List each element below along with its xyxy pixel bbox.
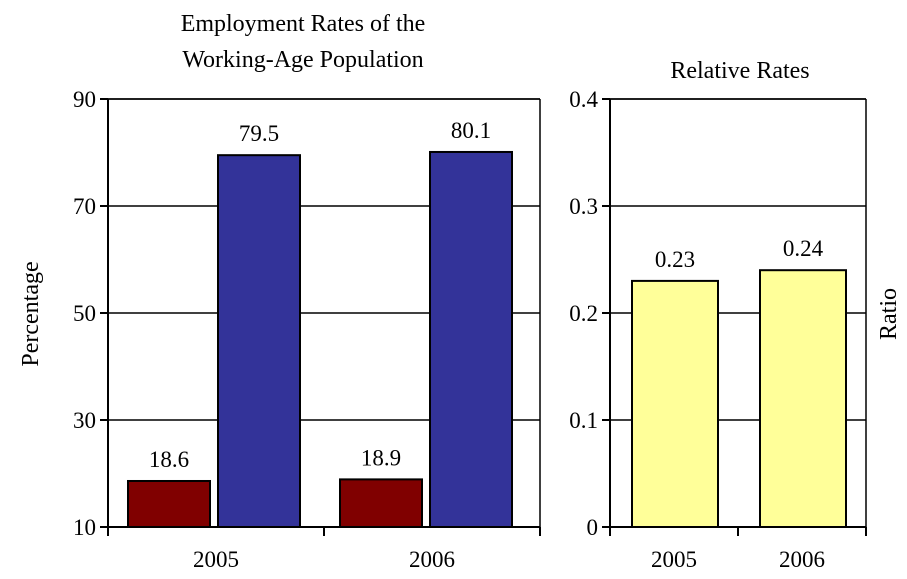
right-y-tick-label: 0.1 xyxy=(569,408,598,433)
left-chart: 18.6 18.9 79.5 80.1 10 30 50 70 90 2005 2006 xyxy=(73,87,541,572)
right-bar-series-1-2006 xyxy=(759,269,847,528)
right-y-tick-label: 0.3 xyxy=(569,194,598,219)
left-chart-title-line-1: Employment Rates of the xyxy=(181,11,426,37)
left-x-tick-label: 2006 xyxy=(409,547,455,572)
right-y-tick-label: 0.2 xyxy=(569,301,598,326)
left-bar-series-1-2005 xyxy=(127,479,211,528)
left-bar-series-2-2005 xyxy=(217,154,301,529)
right-x-tick-label: 2006 xyxy=(779,547,825,572)
left-bar-value-label: 18.9 xyxy=(361,445,401,470)
left-chart-y-axis-label: Percentage xyxy=(18,261,44,366)
left-y-tick-label: 10 xyxy=(73,515,96,540)
left-bar-value-label: 18.6 xyxy=(149,447,189,472)
right-bar-series-1-2005 xyxy=(631,279,719,528)
left-y-tick-label: 50 xyxy=(73,301,96,326)
left-bar-series-2-2006 xyxy=(429,150,513,528)
left-chart-title-line-2: Working-Age Population xyxy=(182,47,423,73)
right-chart-y-axis-label: Ratio xyxy=(876,288,902,340)
left-y-tick-label: 30 xyxy=(73,408,96,433)
right-chart-title: Relative Rates xyxy=(670,58,809,84)
right-y-tick-label: 0.4 xyxy=(569,87,598,112)
right-x-tick-label: 2005 xyxy=(651,547,697,572)
left-bar-value-label: 80.1 xyxy=(451,118,491,143)
right-bar-value-label: 0.23 xyxy=(655,247,695,272)
right-y-tick-label: 0 xyxy=(587,515,599,540)
left-bar-value-label: 79.5 xyxy=(239,121,279,146)
left-y-tick-label: 90 xyxy=(73,87,96,112)
left-y-tick-label: 70 xyxy=(73,194,96,219)
left-x-tick-label: 2005 xyxy=(193,547,239,572)
right-chart: 0.23 0.24 0 0.1 0.2 0.3 0.4 2005 2006 xyxy=(569,87,867,572)
left-bar-series-1-2006 xyxy=(339,478,423,529)
right-bar-value-label: 0.24 xyxy=(783,236,824,261)
